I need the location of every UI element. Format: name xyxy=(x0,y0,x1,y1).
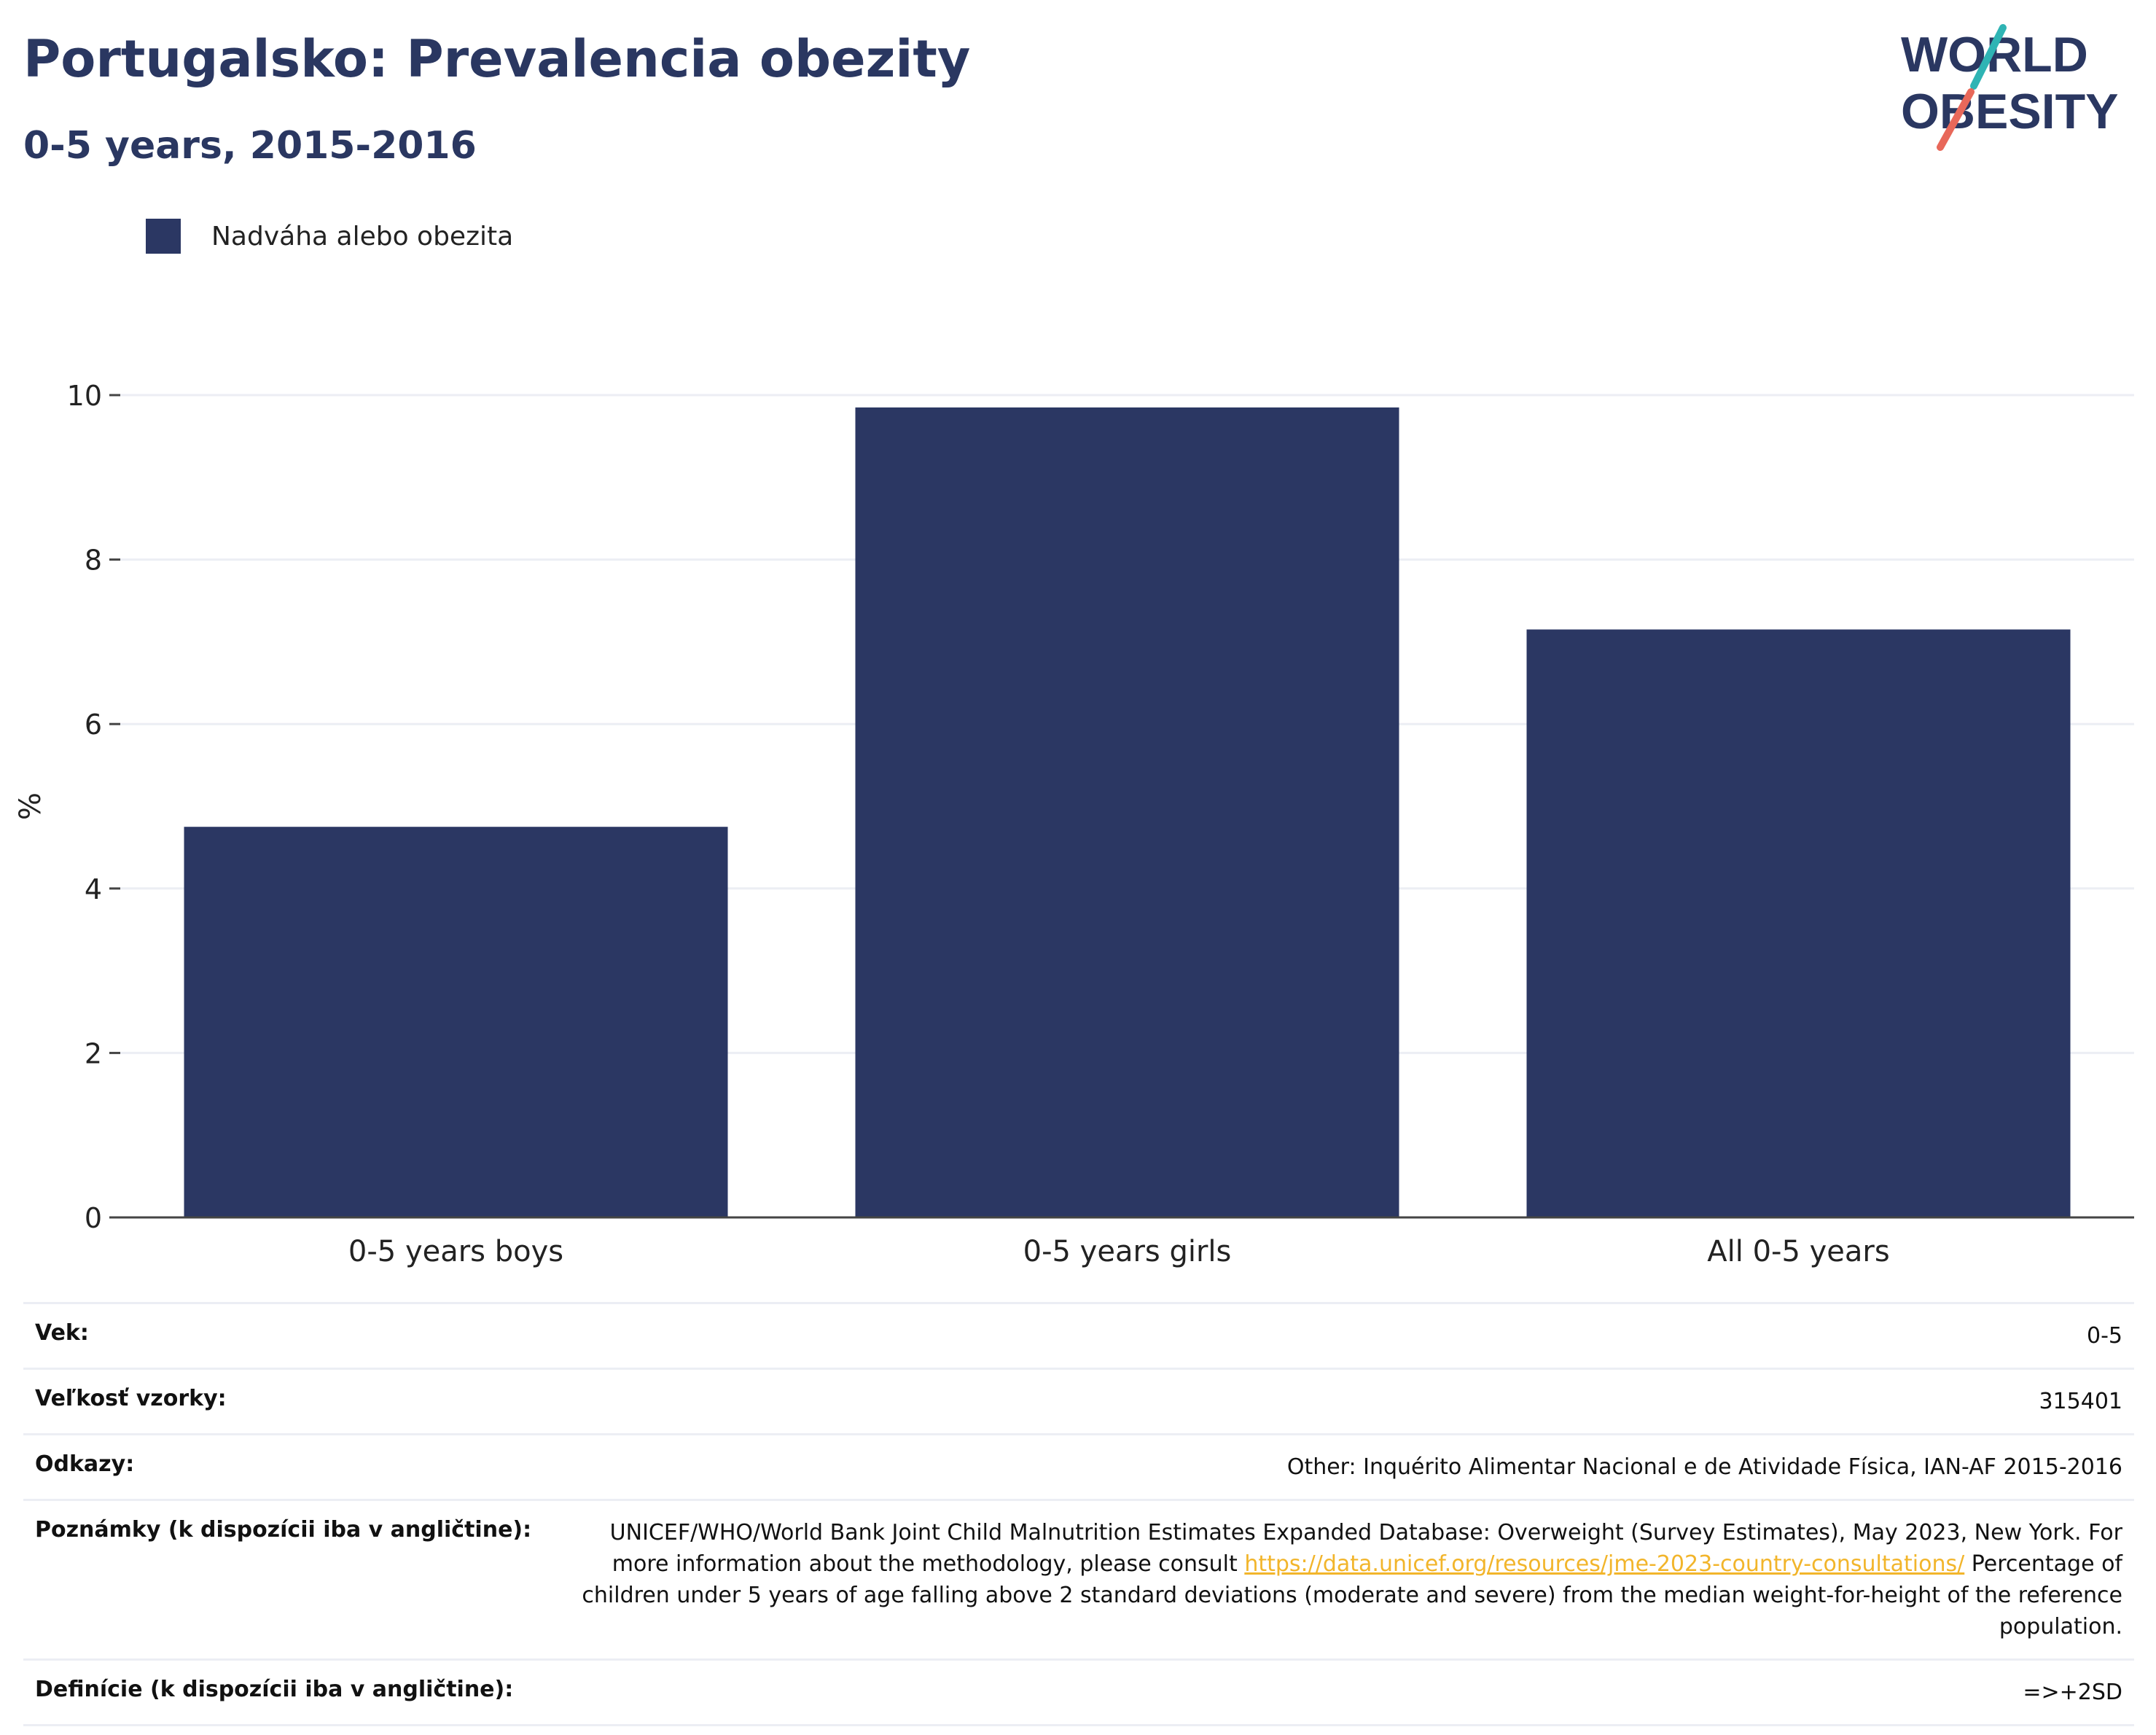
info-value-references: Other: Inquérito Alimentar Nacional e de… xyxy=(1286,1454,2122,1480)
page-subtitle: 0-5 years, 2015-2016 xyxy=(23,124,477,168)
logo-slash-teal xyxy=(1970,24,2007,90)
legend-swatch xyxy=(146,219,181,254)
logo-text-obesity: OBESITY xyxy=(1901,84,2119,139)
info-row-references: Odkazy: Other: Inquérito Alimentar Nacio… xyxy=(23,1434,2134,1500)
info-label-age: Vek: xyxy=(35,1320,89,1346)
y-tick-label-5: 10 xyxy=(67,380,102,412)
bars xyxy=(184,407,2071,1218)
world-obesity-logo: WORLD OBESITY xyxy=(1901,24,2119,151)
axes: 0 2 4 6 8 10 0-5 years boys 0-5 years girls All … xyxy=(67,380,2134,1268)
y-tick-label-3: 6 xyxy=(85,709,102,741)
info-label-references: Odkazy: xyxy=(35,1451,135,1477)
chart-legend[interactable]: Nadváha alebo obezita xyxy=(146,219,513,254)
bar-2[interactable] xyxy=(1526,629,2071,1217)
info-row-notes: Poznámky (k dispozícii iba v angličtine)… xyxy=(23,1500,2134,1660)
x-tick-label-0: 0-5 years boys xyxy=(348,1235,563,1268)
bar-1[interactable] xyxy=(855,407,1399,1218)
x-tick-label-2: All 0-5 years xyxy=(1707,1235,1889,1268)
notes-text-after: Percentage of children under 5 years of … xyxy=(582,1551,2122,1640)
logo-text-world: WORLD xyxy=(1901,27,2088,82)
bar-chart: 0 2 4 6 8 10 0-5 years boys 0-5 years girls All … xyxy=(14,380,2134,1268)
y-tick-label-4: 8 xyxy=(85,545,102,577)
page-title: Portugalsko: Prevalencia obezity xyxy=(23,29,971,89)
info-value-sample-size: 315401 xyxy=(2039,1389,2122,1414)
info-row-definitions: Definície (k dispozícii iba v angličtine… xyxy=(23,1659,2134,1726)
y-tick-label-2: 4 xyxy=(85,873,102,905)
x-tick-label-1: 0-5 years girls xyxy=(1023,1235,1232,1268)
y-axis-title: % xyxy=(14,792,47,820)
info-row-sample-size: Veľkosť vzorky: 315401 xyxy=(23,1368,2134,1435)
info-label-sample-size: Veľkosť vzorky: xyxy=(35,1386,227,1411)
logo-slash-coral xyxy=(1937,88,1975,151)
info-row-age: Vek: 0-5 xyxy=(23,1303,2134,1369)
y-tick-label-0: 0 xyxy=(85,1202,102,1234)
info-value-notes: UNICEF/WHO/World Bank Joint Child Malnut… xyxy=(543,1500,2134,1660)
legend-label: Nadváha alebo obezita xyxy=(211,221,514,252)
bar-0[interactable] xyxy=(184,827,728,1217)
notes-text-before: UNICEF/WHO/World Bank Joint Child Malnut… xyxy=(609,1520,2122,1577)
info-label-notes: Poznámky (k dispozícii iba v angličtine)… xyxy=(35,1517,532,1543)
info-value-age: 0-5 xyxy=(2087,1323,2122,1349)
info-label-definitions: Definície (k dispozícii iba v angličtine… xyxy=(35,1677,514,1702)
info-table: Vek: 0-5 Veľkosť vzorky: 315401 Odkazy: … xyxy=(23,1302,2134,1726)
y-tick-label-1: 2 xyxy=(85,1037,102,1069)
methodology-link[interactable]: https://data.unicef.org/resources/jme-20… xyxy=(1244,1551,1965,1577)
info-value-definitions: =>+2SD xyxy=(2023,1680,2122,1705)
